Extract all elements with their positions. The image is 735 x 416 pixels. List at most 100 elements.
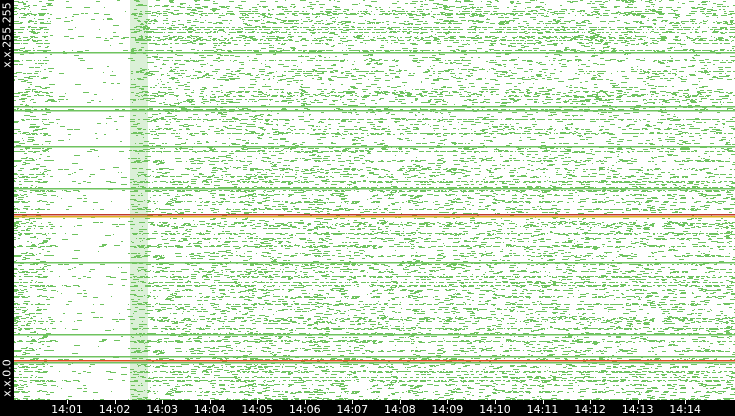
heatmap-cell bbox=[156, 21, 158, 22]
heatmap-cell bbox=[139, 92, 143, 93]
heatmap-cell bbox=[412, 1, 418, 2]
heatmap-cell bbox=[168, 12, 173, 13]
heatmap-cell bbox=[658, 62, 664, 63]
heatmap-cell bbox=[241, 64, 244, 65]
heatmap-cell bbox=[40, 133, 42, 134]
heatmap-cell bbox=[501, 71, 507, 72]
heatmap-cell bbox=[205, 32, 211, 33]
heatmap-cell bbox=[380, 47, 384, 48]
heatmap-cell bbox=[193, 119, 196, 120]
heatmap-cell bbox=[249, 99, 255, 100]
heatmap-cell bbox=[148, 20, 149, 21]
heatmap-cell bbox=[280, 50, 283, 51]
heatmap-cell bbox=[495, 80, 498, 81]
heatmap-cell bbox=[328, 78, 331, 79]
heatmap-cell bbox=[593, 63, 597, 64]
heatmap-cell bbox=[690, 19, 696, 20]
heatmap-cell bbox=[618, 119, 623, 120]
heatmap-cell bbox=[509, 132, 515, 133]
heatmap-cell bbox=[437, 19, 438, 20]
heatmap-cell bbox=[510, 133, 512, 134]
heatmap-cell bbox=[617, 20, 620, 21]
heatmap-cell bbox=[345, 22, 351, 23]
heatmap-cell bbox=[166, 9, 170, 10]
heatmap-cell bbox=[269, 104, 270, 105]
heatmap-cell bbox=[471, 26, 477, 27]
heatmap-cell bbox=[640, 69, 642, 70]
heatmap-cell bbox=[673, 27, 676, 28]
heatmap-cell bbox=[564, 102, 567, 103]
heatmap-cell bbox=[25, 105, 29, 106]
heatmap-cell bbox=[620, 13, 626, 14]
heatmap-cell bbox=[437, 41, 439, 42]
heatmap-cell bbox=[690, 21, 695, 22]
heatmap-cell bbox=[422, 102, 427, 103]
heatmap-cell bbox=[312, 78, 314, 79]
heatmap-cell bbox=[261, 74, 264, 75]
heatmap-cell bbox=[83, 92, 89, 93]
heatmap-cell bbox=[215, 141, 217, 142]
heatmap-cell bbox=[623, 27, 624, 28]
heatmap-cell bbox=[475, 119, 479, 120]
heatmap-cell bbox=[657, 17, 663, 18]
heatmap-cell bbox=[657, 38, 662, 39]
heatmap-cell bbox=[508, 45, 512, 46]
heatmap-cell bbox=[435, 102, 438, 103]
heatmap-cell bbox=[389, 69, 391, 70]
heatmap-cell bbox=[259, 27, 261, 28]
heatmap-cell bbox=[221, 129, 223, 130]
heatmap-cell bbox=[433, 27, 439, 28]
heatmap-cell bbox=[14, 122, 18, 123]
heatmap-cell bbox=[695, 99, 697, 100]
heatmap-cell bbox=[34, 109, 37, 110]
heatmap-cell bbox=[187, 20, 191, 21]
heatmap-cell bbox=[708, 27, 709, 28]
heatmap-cell bbox=[293, 29, 297, 30]
heatmap-cell bbox=[317, 14, 320, 15]
heatmap-cell bbox=[330, 32, 333, 33]
heatmap-cell bbox=[210, 31, 212, 32]
heatmap-cell bbox=[218, 96, 224, 97]
heatmap-cell bbox=[586, 139, 588, 140]
heatmap-cell bbox=[472, 104, 474, 105]
heatmap-cell bbox=[381, 32, 386, 33]
heatmap-cell bbox=[373, 19, 376, 20]
heatmap-cell bbox=[353, 69, 359, 70]
heatmap-cell bbox=[549, 109, 554, 110]
heatmap-cell bbox=[344, 131, 348, 132]
heatmap-cell bbox=[249, 131, 255, 132]
heatmap-cell bbox=[477, 96, 479, 97]
heatmap-cell bbox=[34, 18, 35, 19]
heatmap-cell bbox=[135, 40, 140, 41]
heatmap-cell bbox=[588, 31, 592, 32]
heatmap-cell bbox=[312, 25, 314, 26]
heatmap-cell bbox=[158, 91, 160, 92]
heatmap-cell bbox=[207, 27, 213, 28]
heatmap-cell bbox=[248, 13, 254, 14]
heatmap-cell bbox=[148, 117, 152, 118]
heatmap-cell bbox=[577, 135, 582, 136]
heatmap-cell bbox=[282, 75, 286, 76]
heatmap-cell bbox=[649, 99, 652, 100]
heatmap-cell bbox=[618, 29, 621, 30]
heatmap-cell bbox=[634, 87, 637, 88]
heatmap-cell bbox=[381, 92, 383, 93]
heatmap-cell bbox=[560, 23, 566, 24]
heatmap-cell bbox=[675, 15, 679, 16]
heatmap-cell bbox=[569, 109, 573, 110]
heatmap-cell bbox=[300, 27, 302, 28]
heatmap-cell bbox=[502, 37, 505, 38]
heatmap-cell bbox=[403, 50, 407, 51]
heatmap-cell bbox=[566, 86, 568, 87]
heatmap-cell bbox=[673, 129, 678, 130]
heatmap-cell bbox=[294, 23, 299, 24]
heatmap-cell bbox=[133, 132, 137, 133]
heatmap-cell bbox=[140, 40, 145, 41]
heatmap-cell bbox=[670, 47, 673, 48]
heatmap-cell bbox=[212, 8, 217, 9]
heatmap-cell bbox=[500, 21, 504, 22]
heatmap-cell bbox=[281, 20, 287, 21]
heatmap-cell bbox=[415, 38, 419, 39]
heatmap-cell bbox=[172, 60, 173, 61]
heatmap-cell bbox=[150, 99, 151, 100]
